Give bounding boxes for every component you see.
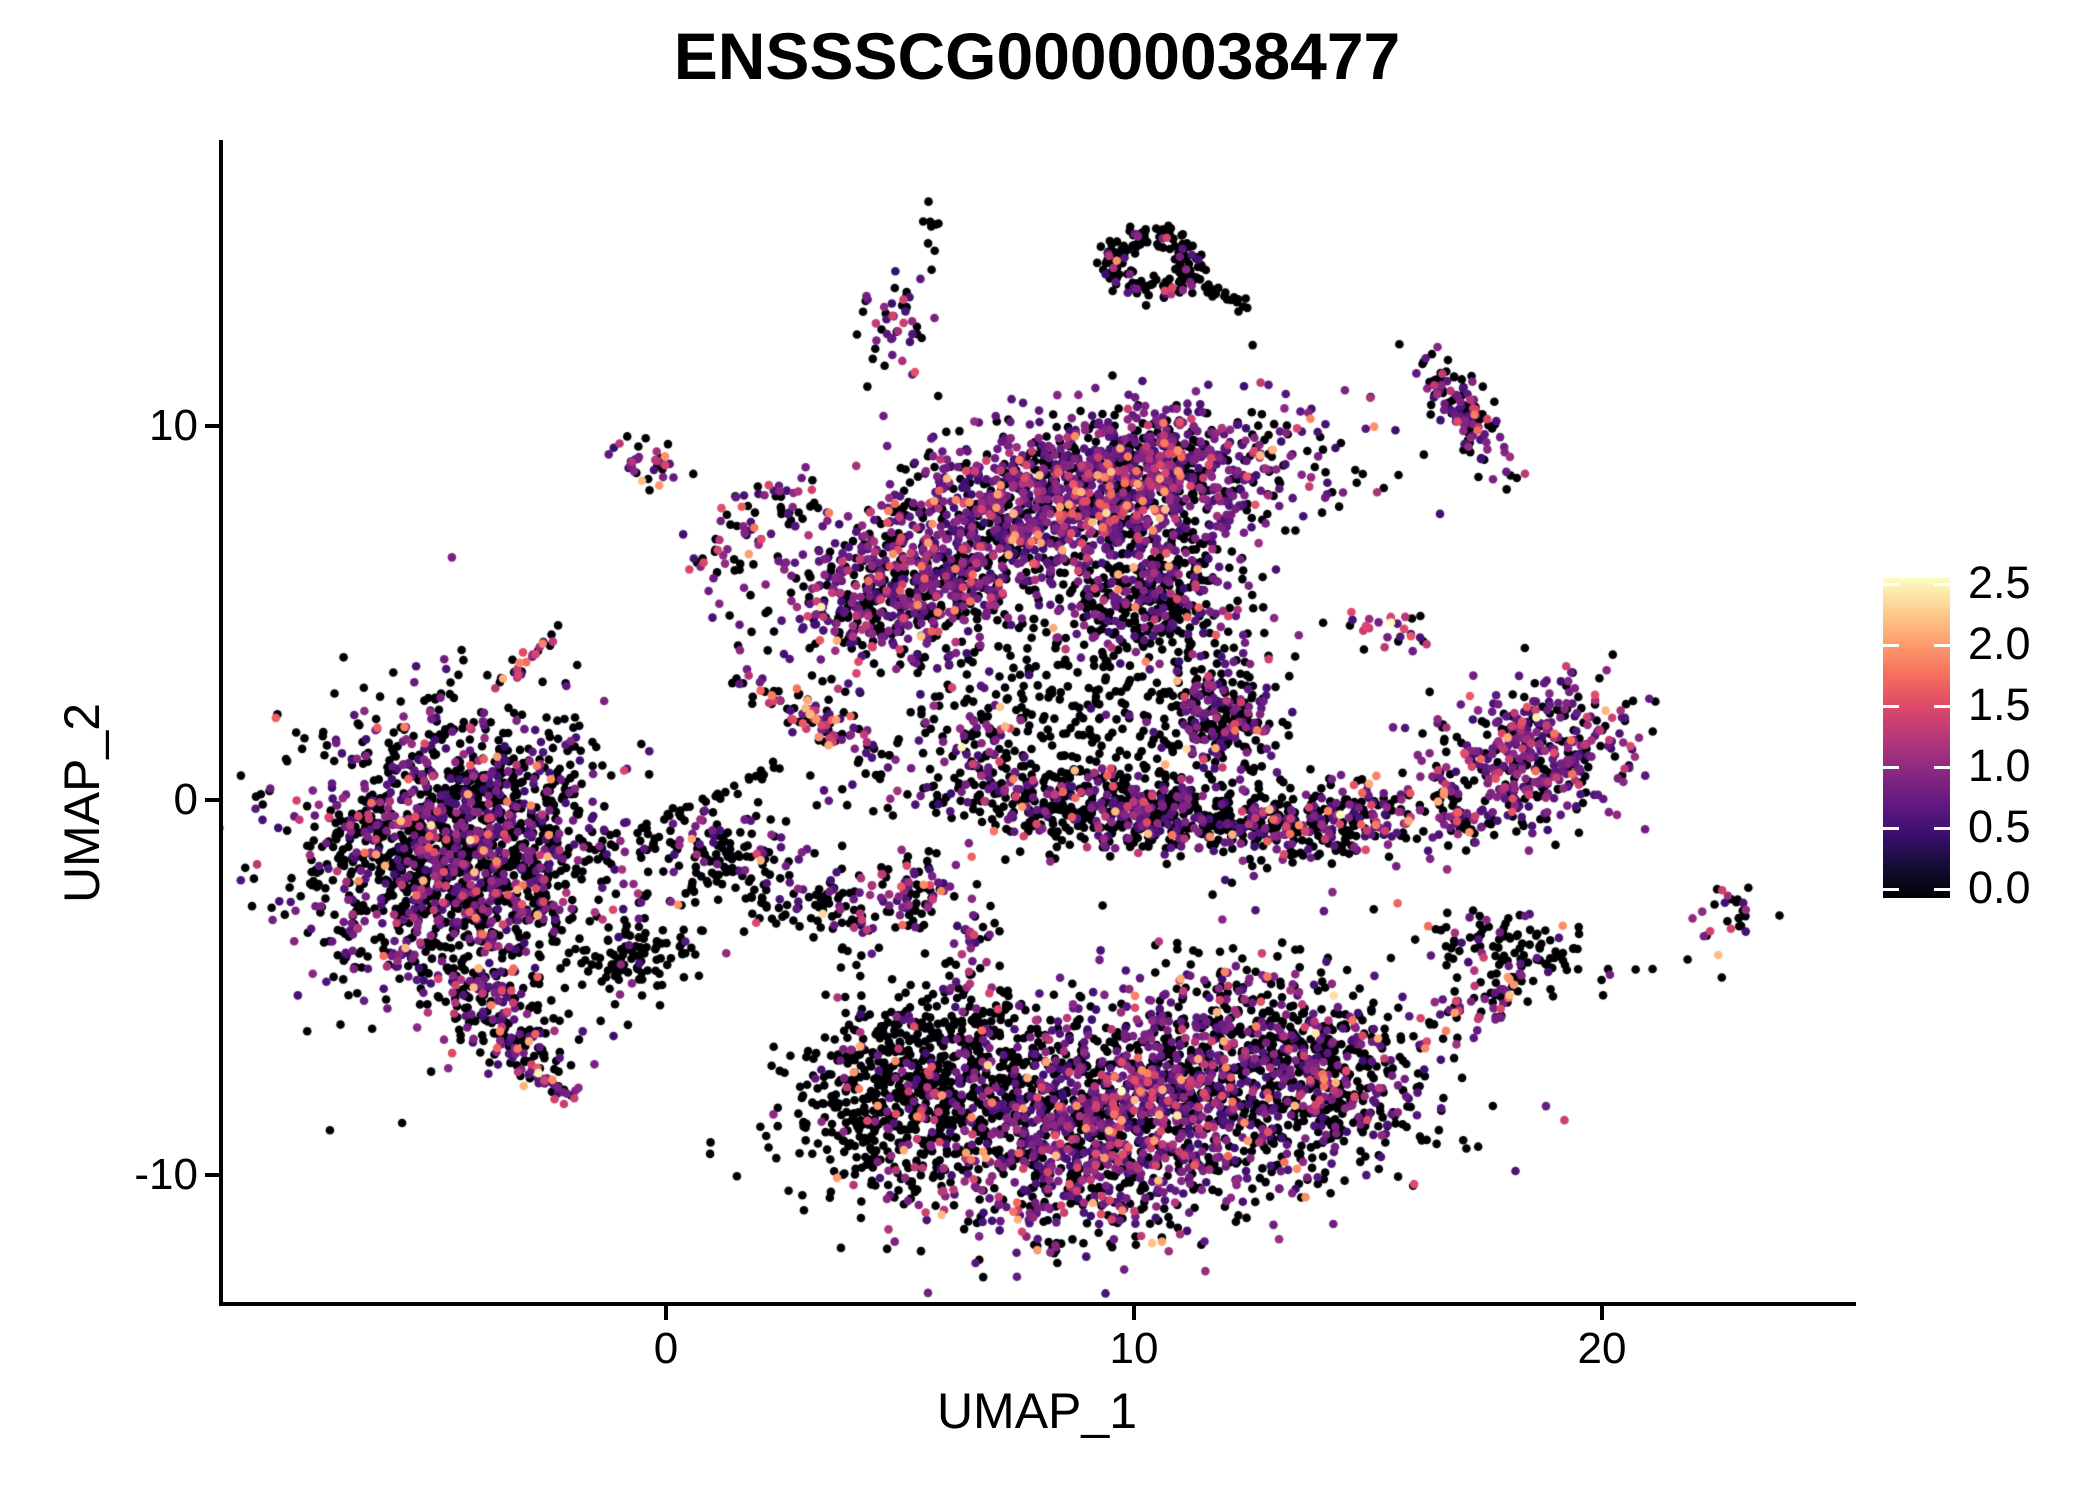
legend-tick-label: 0.0 <box>1968 862 2031 913</box>
legend-tick-mark <box>1883 705 1899 708</box>
x-tick-mark <box>664 1306 668 1320</box>
legend-tick-mark <box>1883 827 1899 830</box>
legend-tick-mark <box>1934 644 1950 647</box>
legend-tick-mark <box>1934 827 1950 830</box>
y-tick-mark <box>205 423 219 428</box>
legend-tick-label: 0.5 <box>1968 801 2031 852</box>
legend-colorbar <box>1883 578 1950 898</box>
x-axis-title: UMAP_1 <box>936 1383 1138 1439</box>
legend-tick-label: 2.0 <box>1968 618 2031 669</box>
legend-tick-mark <box>1883 888 1899 891</box>
y-tick-mark <box>205 798 219 802</box>
y-axis-title: UMAP_2 <box>54 702 110 904</box>
x-tick-label: 0 <box>653 1324 679 1373</box>
legend-tick-mark <box>1934 583 1950 586</box>
x-tick-mark <box>1132 1306 1136 1320</box>
legend-tick-mark <box>1883 583 1899 586</box>
legend-tick-label: 2.5 <box>1968 557 2031 608</box>
y-tick-label: -10 <box>134 1149 198 1199</box>
x-tick-label: 10 <box>1109 1324 1159 1373</box>
page-title: ENSSSCG00000038477 <box>673 19 1401 93</box>
legend-tick-mark <box>1934 766 1950 769</box>
x-axis-line <box>219 1302 1856 1306</box>
legend-tick-mark <box>1934 705 1950 708</box>
y-tick-mark <box>205 1172 219 1177</box>
x-tick-mark <box>1600 1306 1604 1320</box>
legend-tick-mark <box>1883 766 1899 769</box>
legend-tick-mark <box>1883 644 1899 647</box>
legend-tick-mark <box>1934 888 1950 891</box>
y-tick-label: 10 <box>149 400 198 450</box>
y-axis-line <box>219 140 223 1306</box>
y-tick-label: 0 <box>173 775 198 824</box>
legend-tick-label: 1.0 <box>1968 740 2031 791</box>
umap-scatter-canvas <box>222 140 1852 1302</box>
x-tick-label: 20 <box>1577 1324 1627 1373</box>
legend-tick-label: 1.5 <box>1968 679 2031 730</box>
